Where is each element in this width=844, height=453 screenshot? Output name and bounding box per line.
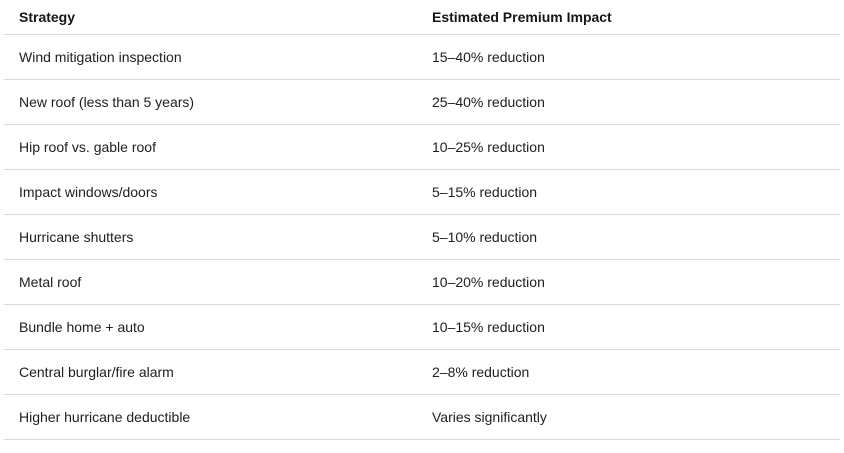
table-row: Wind mitigation inspection 15–40% reduct… (4, 34, 840, 80)
impact-cell: 15–40% reduction (417, 34, 840, 80)
table-row: Metal roof 10–20% reduction (4, 259, 840, 305)
impact-cell: 10–25% reduction (417, 124, 840, 170)
strategy-cell: Metal roof (4, 259, 417, 305)
strategy-cell: Impact windows/doors (4, 169, 417, 215)
impact-cell: 5–10% reduction (417, 214, 840, 260)
table-row: Bundle home + auto 10–15% reduction (4, 304, 840, 350)
header-strategy: Strategy (4, 0, 417, 35)
impact-cell: 2–8% reduction (417, 349, 840, 395)
strategy-cell: Bundle home + auto (4, 304, 417, 350)
strategy-cell: Central burglar/fire alarm (4, 349, 417, 395)
header-row: Strategy Estimated Premium Impact (4, 0, 840, 35)
table-row: Central burglar/fire alarm 2–8% reductio… (4, 349, 840, 395)
table-header: Strategy Estimated Premium Impact (4, 0, 840, 35)
table-row: Hurricane shutters 5–10% reduction (4, 214, 840, 260)
impact-cell: 10–15% reduction (417, 304, 840, 350)
strategy-cell: Hip roof vs. gable roof (4, 124, 417, 170)
header-estimated-premium-impact: Estimated Premium Impact (417, 0, 840, 35)
strategy-cell: Higher hurricane deductible (4, 394, 417, 440)
premium-strategy-table: Strategy Estimated Premium Impact Wind m… (4, 0, 840, 440)
premium-strategy-table-container: Strategy Estimated Premium Impact Wind m… (4, 0, 840, 440)
table-row: Higher hurricane deductible Varies signi… (4, 394, 840, 440)
strategy-cell: Wind mitigation inspection (4, 34, 417, 80)
table-body: Wind mitigation inspection 15–40% reduct… (4, 34, 840, 440)
table-row: Hip roof vs. gable roof 10–25% reduction (4, 124, 840, 170)
strategy-cell: Hurricane shutters (4, 214, 417, 260)
impact-cell: 5–15% reduction (417, 169, 840, 215)
table-row: New roof (less than 5 years) 25–40% redu… (4, 79, 840, 125)
table-row: Impact windows/doors 5–15% reduction (4, 169, 840, 215)
impact-cell: Varies significantly (417, 394, 840, 440)
impact-cell: 25–40% reduction (417, 79, 840, 125)
strategy-cell: New roof (less than 5 years) (4, 79, 417, 125)
impact-cell: 10–20% reduction (417, 259, 840, 305)
